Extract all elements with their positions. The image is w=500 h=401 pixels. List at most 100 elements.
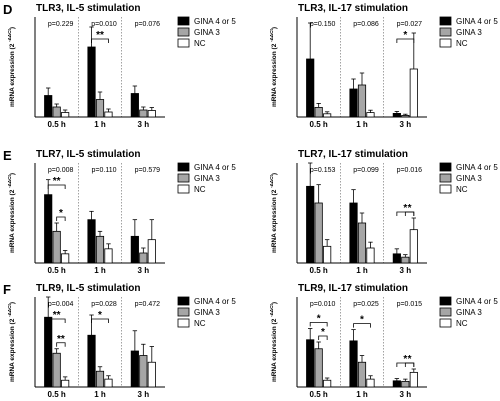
significance-marker: * — [408, 354, 412, 365]
significance-bracket — [91, 38, 109, 43]
bar — [314, 107, 323, 118]
bar — [357, 84, 367, 118]
x-tick-label: 0.5 h — [310, 266, 328, 275]
legend-label: NC — [194, 319, 206, 328]
bar — [306, 58, 315, 118]
p-value-label: p=0.472 — [135, 301, 161, 308]
bar — [323, 245, 332, 264]
bar — [392, 380, 401, 388]
y-axis-label-superscript: -ΔΔCt — [269, 29, 274, 42]
legend-swatch — [439, 318, 452, 328]
bar — [95, 370, 105, 388]
bar — [52, 230, 61, 264]
legend-swatch — [177, 184, 190, 194]
legend-label: GINA 4 or 5 — [194, 163, 236, 172]
legend-label: GINA 4 or 5 — [456, 17, 498, 26]
chart-panel-6: TLR9, IL-17 stimulation mRNA expression (… — [269, 283, 498, 399]
p-value-label: p=0.008 — [48, 167, 74, 174]
bar — [349, 202, 358, 264]
legend-swatch — [177, 16, 190, 26]
y-axis-label: mRNA expression (2 -ΔΔCt) — [7, 27, 16, 107]
legend-swatch — [439, 27, 452, 37]
significance-marker: * — [317, 314, 321, 325]
bar — [409, 371, 418, 388]
significance-marker: * — [403, 30, 407, 41]
x-tick-label: 0.5 h — [48, 390, 66, 399]
significance-marker: * — [403, 203, 407, 214]
legend-label: GINA 3 — [456, 28, 482, 37]
legend-label: GINA 3 — [456, 308, 482, 317]
y-axis-label-close: ) — [9, 302, 16, 304]
legend-label: NC — [456, 39, 468, 48]
significance-marker: * — [408, 203, 412, 214]
chart-title: TLR7, IL-5 stimulation — [36, 149, 140, 160]
bar — [87, 46, 96, 118]
y-axis-label-superscript: -ΔΔCt — [269, 175, 274, 188]
panel-letter: F — [3, 282, 11, 297]
x-tick-label: 1 h — [94, 266, 106, 275]
bar — [104, 248, 113, 264]
bar — [139, 355, 148, 388]
legend-label: GINA 4 or 5 — [456, 297, 498, 306]
bar — [366, 378, 375, 388]
chart-title: TLR3, IL-17 stimulation — [298, 3, 408, 14]
legend-label: GINA 3 — [194, 308, 220, 317]
significance-marker: * — [321, 327, 325, 338]
x-tick-label: 3 h — [138, 266, 150, 275]
legend-swatch — [177, 27, 190, 37]
significance-bracket — [309, 322, 328, 327]
legend-swatch — [177, 307, 190, 317]
legend-label: NC — [456, 319, 468, 328]
panel-letter: E — [3, 148, 12, 163]
bar — [409, 229, 418, 264]
bar — [357, 361, 367, 388]
p-value-label: p=0.150 — [310, 21, 336, 28]
legend-swatch — [177, 173, 190, 183]
x-tick-label: 1 h — [356, 390, 368, 399]
x-tick-label: 1 h — [356, 266, 368, 275]
significance-marker: ** — [57, 334, 65, 345]
y-axis-label: mRNA expression (2 -ΔΔCt) — [269, 173, 278, 253]
legend-label: GINA 3 — [194, 174, 220, 183]
legend-swatch — [439, 307, 452, 317]
p-value-label: p=0.110 — [92, 167, 117, 174]
bar — [401, 380, 410, 388]
bar — [44, 95, 53, 118]
bar — [314, 348, 323, 388]
y-axis-label-superscript: -ΔΔCt — [7, 29, 12, 42]
bar — [409, 68, 418, 118]
chart-panel-4: TLR7, IL-17 stimulation mRNA expression (… — [269, 149, 498, 275]
legend-swatch — [439, 16, 452, 26]
significance-bracket — [396, 38, 415, 43]
p-value-label: p=0.027 — [397, 21, 423, 28]
bar — [314, 202, 323, 264]
bar — [44, 316, 53, 388]
significance-bracket — [47, 318, 66, 323]
bar — [366, 112, 375, 118]
p-value-label: p=0.016 — [397, 167, 423, 174]
bar — [349, 88, 358, 118]
p-value-label: p=0.099 — [353, 167, 379, 174]
x-tick-label: 0.5 h — [48, 266, 66, 275]
chart-title: TLR9, IL-17 stimulation — [298, 283, 408, 294]
x-tick-label: 3 h — [400, 120, 412, 129]
legend-swatch — [439, 296, 452, 306]
y-axis-label-superscript: -ΔΔCt — [7, 304, 12, 317]
bar — [130, 350, 139, 388]
bar — [306, 339, 315, 388]
y-axis-label-close: ) — [271, 173, 278, 175]
legend-swatch — [177, 38, 190, 48]
bar — [104, 111, 113, 118]
legend-label: NC — [456, 185, 468, 194]
chart-panel-2: TLR3, IL-17 stimulation mRNA expression (… — [269, 3, 498, 129]
significance-marker: * — [98, 310, 102, 321]
significance-bracket — [318, 335, 328, 340]
p-value-label: p=0.010 — [91, 21, 117, 28]
y-axis-label-close: ) — [271, 27, 278, 29]
significance-marker: * — [360, 315, 364, 326]
p-value-label: p=0.025 — [353, 301, 379, 308]
bar — [349, 340, 358, 388]
p-value-label: p=0.015 — [397, 301, 423, 308]
chart-panel-3: E TLR7, IL-5 stimulation mRNA expression (… — [3, 148, 236, 275]
